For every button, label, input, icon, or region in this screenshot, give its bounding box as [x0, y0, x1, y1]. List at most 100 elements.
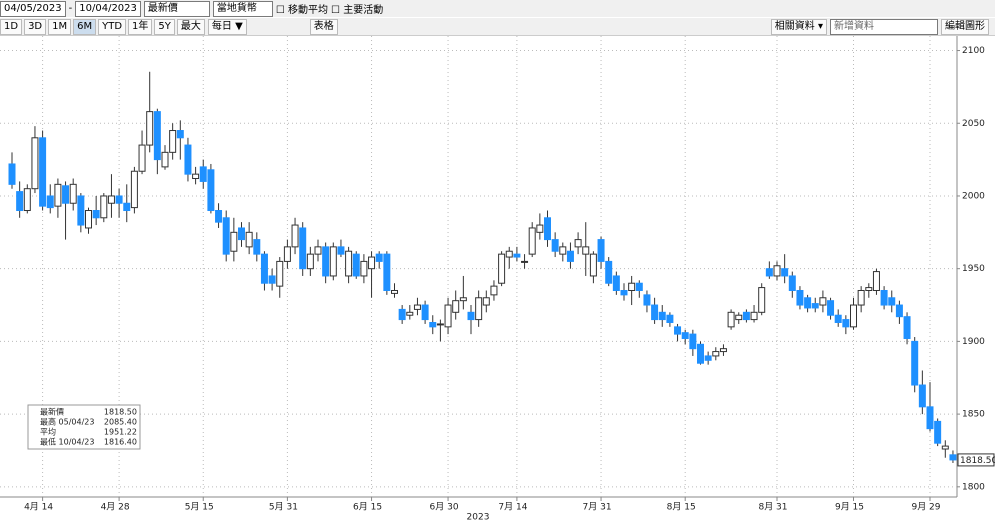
- legend-value: 1818.50: [104, 408, 137, 417]
- candle-body: [819, 297, 827, 306]
- candle-body: [536, 224, 544, 233]
- range-button[interactable]: 1年: [128, 18, 153, 35]
- candle-body: [253, 239, 261, 255]
- candle-body: [773, 265, 781, 277]
- candle-body: [827, 300, 835, 316]
- candle-body: [260, 253, 268, 284]
- events-label: 主要活動: [343, 5, 384, 16]
- range-button[interactable]: 1D: [0, 18, 23, 35]
- toolbar-top: 04/05/2023- 10/04/2023 最新價 當地貨幣 ☐ 移動平均 ☐…: [0, 0, 995, 17]
- candle-body: [62, 185, 70, 204]
- candle-body: [406, 311, 414, 316]
- candle-body: [505, 250, 513, 258]
- candle-body: [490, 285, 498, 296]
- range-button[interactable]: YTD: [98, 18, 127, 35]
- x-tick-label: 8月 15: [667, 502, 696, 513]
- candle-body: [788, 275, 796, 291]
- ma-label: 移動平均: [288, 5, 329, 16]
- candle-body: [521, 260, 529, 263]
- toolbar-bottom: 1D 3D 1M 6M YTD 1年 5Y 最大 每日 ▼ 表格 相關資料 ▾ 新增資料 編輯…: [0, 18, 995, 36]
- candle-body: [184, 144, 192, 175]
- candle-body: [459, 297, 467, 302]
- candle-body: [153, 111, 161, 161]
- candle-body: [834, 314, 842, 323]
- candle-body: [314, 246, 322, 255]
- candle-body: [605, 260, 613, 284]
- candle-body: [498, 253, 506, 284]
- legend-value: 1951.22: [104, 428, 137, 437]
- candle-body: [597, 239, 605, 262]
- candle-body: [804, 297, 812, 309]
- legend-label: 最新價: [40, 407, 64, 417]
- candle-body: [513, 253, 521, 258]
- related-button[interactable]: 相關資料 ▾: [770, 18, 827, 35]
- candle-body: [100, 195, 108, 219]
- candle-body: [69, 183, 77, 204]
- candle-body: [161, 151, 169, 168]
- legend-box: [27, 404, 141, 450]
- add-data[interactable]: 新增資料: [830, 18, 938, 35]
- candle-body: [566, 250, 574, 262]
- candle-body: [865, 287, 873, 291]
- currency-select[interactable]: 當地貨幣: [212, 0, 273, 17]
- y-tick-label: 2100: [962, 46, 985, 56]
- checkbox-ma[interactable]: ☐ 移動平均: [275, 5, 329, 16]
- candle-body: [888, 297, 896, 306]
- y-tick-label: 1850: [962, 410, 985, 420]
- start-date[interactable]: 04/05/2023: [0, 0, 66, 17]
- candle-body: [941, 445, 949, 450]
- legend-label: 最低 10/04/23: [40, 437, 94, 447]
- candle-body: [872, 271, 880, 291]
- candle-body: [107, 195, 115, 204]
- field-select[interactable]: 最新價: [143, 0, 210, 17]
- candle-body: [949, 454, 957, 461]
- candle-body: [880, 289, 888, 306]
- range-button[interactable]: 6M: [73, 18, 97, 35]
- x-tick-label: 8月 31: [758, 502, 787, 513]
- frequency[interactable]: 每日 ▼: [207, 18, 247, 35]
- range-button[interactable]: 5Y: [154, 18, 175, 35]
- range-button[interactable]: 3D: [24, 18, 47, 35]
- x-tick-label: 4月 28: [101, 502, 130, 513]
- x-tick-label: 5月 31: [269, 502, 298, 513]
- candle-body: [115, 195, 123, 204]
- candle-body: [199, 166, 207, 182]
- edit-button[interactable]: 編輯圖形: [941, 18, 989, 35]
- candle-body: [39, 137, 47, 207]
- candle-body: [31, 137, 39, 190]
- candle-body: [727, 311, 735, 328]
- candle-body: [222, 217, 230, 255]
- range-button[interactable]: 1M: [48, 18, 72, 35]
- candle-body: [574, 239, 582, 248]
- candle-body: [666, 314, 674, 323]
- candle-body: [146, 111, 154, 146]
- y-tick-label: 1900: [962, 337, 985, 347]
- candle-body: [299, 227, 307, 270]
- y-tick-label: 1800: [962, 482, 985, 492]
- candle-body: [635, 282, 643, 291]
- candle-body: [551, 239, 559, 252]
- candle-body: [345, 250, 353, 277]
- candle-body: [758, 287, 766, 313]
- checkbox-events[interactable]: ☐ 主要活動: [331, 5, 384, 16]
- end-date[interactable]: 10/04/2023: [75, 0, 141, 17]
- chart: 1800 1850 1900 1950 2000 2050 2100 4月 14 4月 28 5月…: [0, 36, 995, 520]
- x-tick-label: 7月 14: [498, 502, 527, 513]
- candle-body: [230, 231, 238, 252]
- legend: 最新價 1818.50 最高 05/04/23 2085.40 平均 1951.22 最低 …: [27, 404, 141, 450]
- candle-body: [77, 195, 85, 226]
- legend-label: 最高 05/04/23: [40, 417, 94, 427]
- candle-body: [811, 303, 819, 309]
- candle-body: [528, 227, 536, 255]
- candle-body: [429, 321, 437, 328]
- candle-body: [742, 311, 750, 321]
- candle-body: [23, 188, 31, 212]
- candle-body: [322, 246, 330, 277]
- candle-body: [544, 217, 551, 241]
- candle-body: [796, 289, 804, 306]
- range-button[interactable]: 最大: [176, 18, 205, 35]
- candle-body: [750, 311, 758, 321]
- table-button[interactable]: 表格: [309, 18, 338, 35]
- candle-body: [704, 355, 712, 361]
